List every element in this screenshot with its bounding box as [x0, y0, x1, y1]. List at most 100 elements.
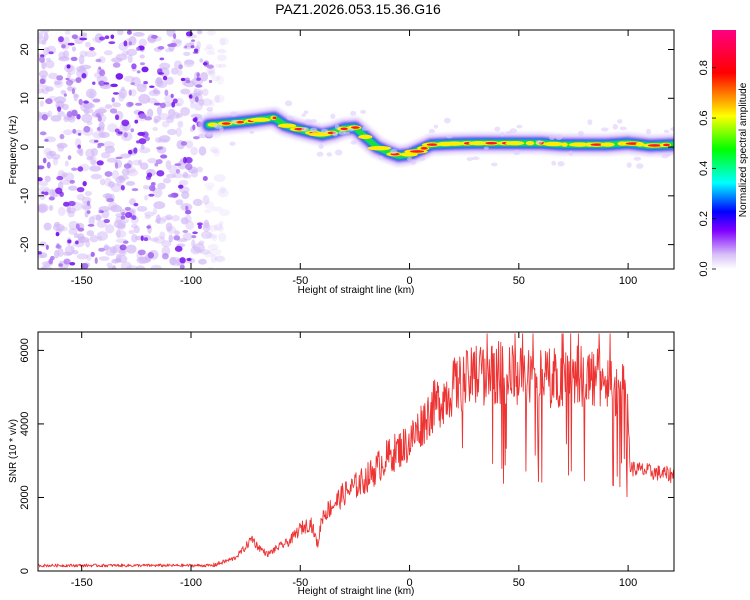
- noise-speckle: [43, 147, 52, 156]
- noise-speckle: [123, 132, 128, 138]
- noise-speckle: [120, 153, 132, 159]
- noise-speckle: [83, 100, 89, 104]
- noise-speckle: [200, 231, 213, 239]
- ridge-speckle: [555, 134, 563, 141]
- noise-speckle: [193, 136, 200, 140]
- noise-speckle: [87, 223, 95, 227]
- noise-speckle: [174, 163, 182, 167]
- noise-speckle: [44, 138, 49, 142]
- noise-speckle: [127, 102, 134, 107]
- noise-speckle: [61, 172, 68, 178]
- noise-speckle: [208, 68, 216, 78]
- noise-speckle: [103, 245, 111, 251]
- noise-speckle: [38, 111, 43, 121]
- noise-speckle: [120, 184, 125, 191]
- ridge-hotspot: [635, 142, 645, 147]
- noise-speckle: [217, 188, 229, 198]
- noise-speckle: [69, 262, 76, 266]
- noise-speckle: [104, 35, 110, 40]
- noise-speckle: [159, 62, 171, 70]
- noise-speckle: [114, 114, 120, 121]
- noise-speckle: [124, 211, 133, 219]
- noise-speckle: [119, 249, 126, 255]
- noise-speckle: [118, 91, 125, 102]
- noise-speckle: [155, 214, 161, 224]
- noise-speckle: [196, 30, 203, 35]
- x-tick-label: -50: [292, 275, 308, 287]
- noise-speckle: [50, 115, 62, 122]
- noise-speckle: [90, 173, 102, 180]
- noise-speckle: [148, 193, 155, 197]
- noise-speckle: [213, 94, 225, 103]
- noise-speckle: [44, 175, 51, 183]
- noise-speckle: [196, 72, 200, 78]
- noise-speckle: [58, 56, 70, 62]
- noise-speckle: [131, 234, 138, 243]
- noise-speckle: [114, 162, 119, 169]
- colorbar-gradient: [712, 30, 736, 269]
- noise-speckle: [63, 201, 70, 207]
- y-tick-label: 6000: [19, 338, 31, 362]
- noise-speckle: [41, 113, 48, 121]
- ridge-speckle: [406, 157, 413, 162]
- noise-speckle: [192, 117, 198, 122]
- noise-speckle: [132, 159, 142, 166]
- noise-speckle: [72, 250, 79, 255]
- spectrogram-frame: [37, 29, 675, 270]
- noise-speckle: [60, 89, 67, 95]
- ridge-speckle: [378, 155, 384, 160]
- noise-speckle: [90, 159, 97, 166]
- noise-speckle: [198, 98, 205, 106]
- noise-speckle: [208, 224, 219, 232]
- noise-speckle: [49, 188, 55, 199]
- noise-speckle: [82, 181, 87, 187]
- noise-speckle: [177, 120, 184, 128]
- ridge-speckle: [535, 140, 543, 145]
- noise-speckle: [174, 245, 183, 252]
- colorbar-tick-label: 0.0: [698, 261, 710, 276]
- noise-speckle: [157, 45, 165, 50]
- noise-speckle: [97, 115, 102, 122]
- noise-speckle: [76, 113, 81, 120]
- noise-speckle: [125, 244, 137, 254]
- ridge-speckle: [326, 152, 333, 157]
- noise-speckle: [77, 233, 85, 240]
- noise-speckle: [149, 85, 155, 88]
- colorbar-tick-label: 0.4: [698, 161, 710, 176]
- noise-speckle: [64, 160, 69, 167]
- noise-speckle: [95, 214, 102, 222]
- noise-speckle: [164, 89, 169, 96]
- ridge-hotspot: [568, 142, 591, 147]
- noise-speckle: [68, 228, 78, 235]
- noise-speckle: [90, 251, 95, 257]
- ridge-speckle: [568, 150, 574, 156]
- noise-speckle: [50, 255, 55, 261]
- spectrogram-x-axis-label: Height of straight line (km): [298, 285, 415, 296]
- noise-speckle: [152, 89, 161, 95]
- noise-speckle: [81, 73, 87, 79]
- ridge-speckle: [612, 123, 618, 130]
- noise-speckle: [184, 156, 193, 164]
- ridge-speckle: [316, 151, 324, 157]
- noise-speckle: [104, 171, 113, 177]
- noise-speckle: [162, 75, 168, 81]
- noise-speckle: [219, 38, 226, 46]
- noise-speckle: [112, 102, 121, 108]
- noise-speckle: [118, 88, 128, 99]
- noise-speckle: [196, 166, 204, 173]
- ridge-hotspot: [277, 123, 297, 128]
- noise-speckle: [38, 165, 45, 170]
- noise-speckle: [63, 36, 70, 45]
- noise-speckle: [143, 237, 149, 242]
- noise-speckle: [150, 185, 156, 192]
- noise-speckle: [79, 37, 88, 41]
- noise-speckle: [156, 106, 162, 116]
- noise-speckle: [72, 128, 77, 134]
- ridge-speckle: [633, 156, 642, 161]
- noise-speckle: [71, 109, 78, 117]
- chart-title: PAZ1.2026.053.15.36.G16: [275, 1, 441, 17]
- ridge-speckle: [617, 119, 623, 124]
- noise-speckle: [79, 64, 92, 70]
- ridge-speckle: [330, 113, 336, 120]
- noise-speckle: [84, 50, 97, 58]
